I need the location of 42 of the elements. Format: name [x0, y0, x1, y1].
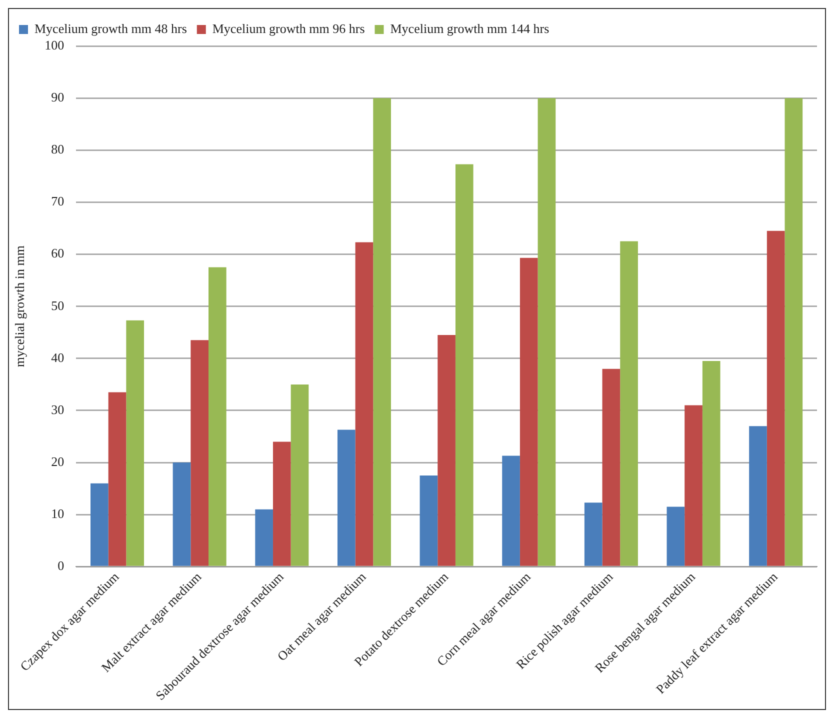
- y-tick-label: 90: [51, 89, 64, 104]
- bar: [438, 334, 456, 566]
- y-tick-label: 40: [51, 350, 64, 365]
- y-axis-title: mycelial growth in mm: [12, 246, 28, 368]
- bar: [584, 502, 602, 566]
- bar: [749, 426, 767, 566]
- bar: [766, 230, 785, 566]
- bar: [455, 164, 474, 566]
- bar: [602, 368, 620, 566]
- bar: [520, 258, 538, 566]
- y-tick-label: 50: [51, 298, 64, 313]
- bar: [684, 405, 702, 566]
- bar: [373, 98, 391, 566]
- bar: [255, 509, 273, 566]
- bar: [272, 442, 291, 566]
- bar: [702, 361, 720, 566]
- y-tick-label: 20: [51, 454, 64, 469]
- legend-label: Mycelium growth mm 96 hrs: [212, 20, 365, 36]
- legend-label: Mycelium growth mm 48 hrs: [34, 20, 187, 36]
- bar: [420, 476, 438, 566]
- y-tick-label: 80: [51, 142, 64, 157]
- y-tick-label: 100: [44, 37, 64, 52]
- y-tick-label: 0: [58, 558, 64, 574]
- bar: [208, 267, 226, 566]
- bar: [90, 483, 108, 566]
- bar: [190, 340, 208, 566]
- bar: [538, 98, 556, 566]
- y-tick-label: 30: [51, 402, 64, 417]
- y-tick-label: 10: [51, 506, 64, 522]
- bar: [108, 392, 126, 566]
- legend-label: Mycelium growth mm 144 hrs: [390, 20, 550, 36]
- bar: [355, 242, 374, 566]
- bar: [666, 506, 685, 566]
- y-tick-label: 70: [51, 194, 64, 209]
- bar: [290, 384, 309, 566]
- y-tick-label: 60: [51, 246, 64, 261]
- bar: [620, 241, 638, 566]
- bar: [126, 320, 144, 566]
- bar: [502, 456, 520, 566]
- bar: [784, 98, 803, 566]
- bar: [337, 430, 356, 566]
- bar: [172, 462, 191, 566]
